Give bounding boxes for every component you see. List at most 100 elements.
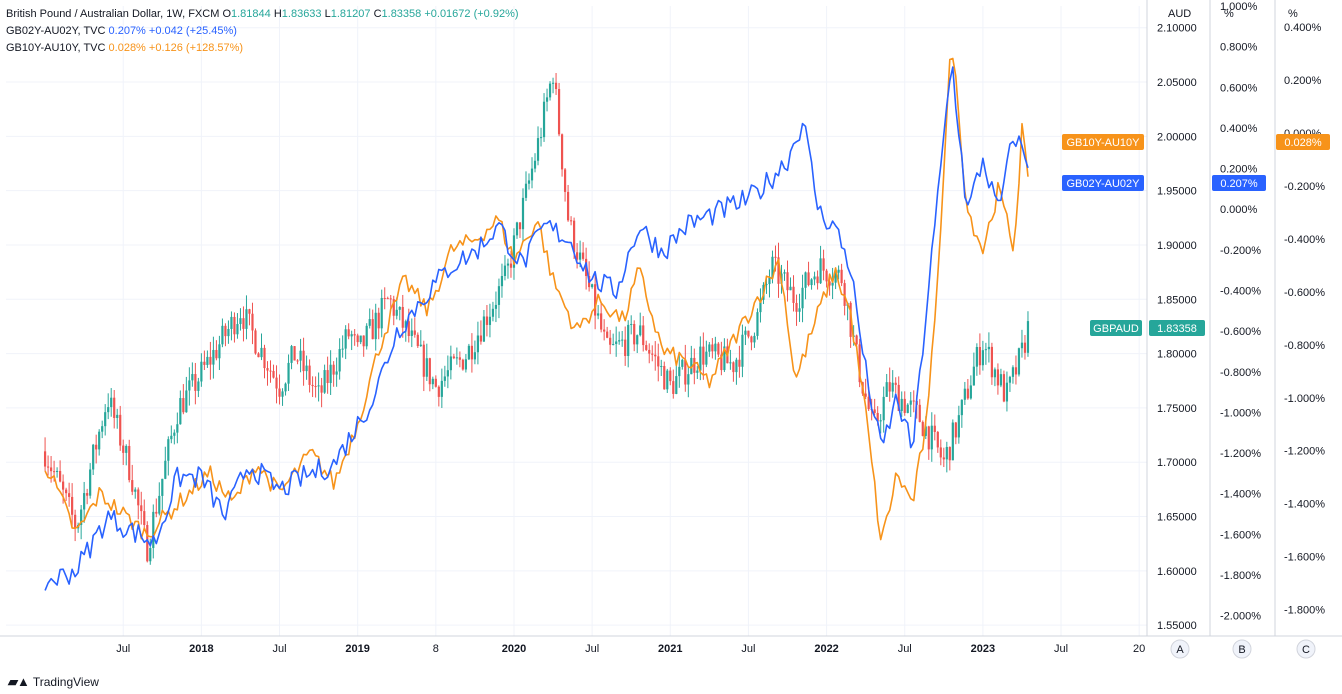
legend-main-row[interactable]: British Pound / Australian Dollar, 1W, F… <box>6 6 519 23</box>
candle-body <box>143 511 146 526</box>
candle-body <box>711 344 714 352</box>
candle-body <box>509 263 513 268</box>
scale-button <box>1170 639 1190 659</box>
candle-body <box>801 287 804 309</box>
axis-header-a: AUD <box>1168 8 1191 20</box>
candle-body <box>302 350 305 372</box>
legend-high-label: H <box>273 8 282 20</box>
candle-body <box>624 339 627 356</box>
axis-header-c: % <box>1288 8 1298 20</box>
candle-body <box>479 335 483 342</box>
tag-gb10-name-bg <box>1062 134 1144 150</box>
candle-body <box>518 222 522 230</box>
candle-body <box>422 344 425 377</box>
tradingview-logo[interactable]: ▰▲ TradingView <box>8 674 99 690</box>
candle-body <box>639 325 642 336</box>
candle-body <box>362 335 365 347</box>
candle-body <box>86 493 89 496</box>
candle-body <box>46 466 50 468</box>
candle-body <box>155 511 158 514</box>
candle-body <box>735 359 738 373</box>
candle-body <box>107 407 110 413</box>
axis-b-tick: -1.800% <box>1220 570 1261 582</box>
candle-body <box>233 316 236 335</box>
candle-body <box>533 160 537 169</box>
chart-canvas[interactable]: Jul 2018 Jul 2019 8 2020 Jul 2021 Jul 2022 Jul 2023… <box>0 0 1342 664</box>
axis-c-tick: -1.200% <box>1284 446 1325 458</box>
candle-body <box>606 331 609 338</box>
candle-body <box>765 284 768 286</box>
candle-body <box>482 316 486 342</box>
candle-body <box>684 359 687 385</box>
candle-body <box>996 369 1000 386</box>
axis-a-tick: 1.60000 <box>1157 566 1197 578</box>
candle-body <box>224 325 227 337</box>
tag-gb10-value-bg <box>1276 134 1330 150</box>
candle-body <box>254 330 257 354</box>
tag-gb10-name-text: GB10Y-AU10Y <box>1067 137 1141 149</box>
candle-body <box>783 272 786 274</box>
candle-body <box>164 460 167 479</box>
candle-body <box>140 505 143 512</box>
candle-body <box>666 370 669 390</box>
candle-body <box>239 318 242 325</box>
candle-body <box>572 220 576 253</box>
candle-body <box>873 409 876 413</box>
candle-body <box>131 480 134 492</box>
candle-body <box>756 312 759 336</box>
scale-button-label: C <box>1302 644 1310 656</box>
candle-body <box>894 382 897 385</box>
candle-body <box>954 422 957 438</box>
candle-body <box>464 359 467 370</box>
legend-gb02-row[interactable]: GB02Y-AU02Y, TVC 0.207% +0.042 (+25.45%) <box>6 23 519 40</box>
axis-c-tick: -1.600% <box>1284 552 1325 564</box>
candle-body <box>43 451 47 467</box>
axis-b-tick: 1.000% <box>1220 1 1258 13</box>
candle-body <box>95 444 98 450</box>
axis-a-tick: 1.80000 <box>1157 349 1197 361</box>
candle-body <box>566 191 570 221</box>
candle-body <box>182 398 185 413</box>
candle-body <box>320 385 323 393</box>
candle-body <box>173 432 176 436</box>
candle-body <box>672 381 675 394</box>
candle-body <box>930 425 933 450</box>
tag-gb02-value-bg <box>1212 175 1266 191</box>
scale-button-label: B <box>1238 644 1245 656</box>
candle-body <box>149 547 152 562</box>
x-tick-label: 2023 <box>971 643 995 655</box>
candle-body <box>386 298 389 300</box>
candle-body <box>723 346 726 371</box>
candle-body <box>945 446 948 460</box>
candle-body <box>536 138 540 161</box>
candle-body <box>170 435 173 440</box>
candle-body <box>990 346 994 378</box>
candle-body <box>855 335 858 345</box>
candle-body <box>548 83 552 98</box>
legend-gb02-value: 0.207% <box>108 25 146 37</box>
candle-body <box>633 323 636 345</box>
candle-body <box>98 431 101 450</box>
candle-body <box>969 385 972 399</box>
axis-b-tick: -2.000% <box>1220 611 1261 623</box>
candle-body <box>359 335 362 343</box>
axis-b-tick: 0.600% <box>1220 82 1258 94</box>
candle-body <box>110 397 113 408</box>
candle-body <box>296 360 299 362</box>
candle-body <box>119 414 122 446</box>
candle-body <box>539 137 543 139</box>
candle-body <box>488 316 492 325</box>
candle-body <box>939 447 942 458</box>
candle-body <box>675 376 678 394</box>
candle-body <box>278 388 281 397</box>
candle-body <box>497 286 501 305</box>
legend-gb10-label: GB10Y-AU10Y, TVC <box>6 42 106 54</box>
candle-body <box>612 343 615 345</box>
candle-body <box>491 308 495 317</box>
candle-body <box>401 306 404 328</box>
candle-body <box>392 299 395 316</box>
legend-gb10-row[interactable]: GB10Y-AU10Y, TVC 0.028% +0.126 (+128.57%… <box>6 40 519 57</box>
axis-b-tick: 0.400% <box>1220 123 1258 135</box>
candle-body <box>542 101 546 138</box>
x-tick-label: 20 <box>1133 643 1145 655</box>
